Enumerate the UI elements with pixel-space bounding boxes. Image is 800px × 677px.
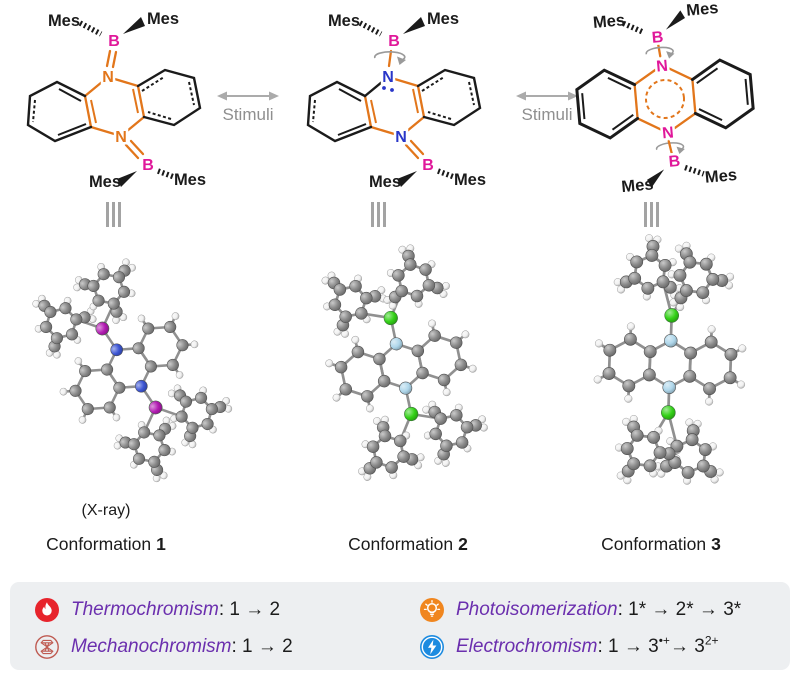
diamond-hourglass-icon [34,634,60,660]
conformation-1-label: Conformation 1 [46,534,166,554]
skeletal-structure-1: Mes Mes B N N B Mes Mes [26,10,206,191]
mes-label: Mes [621,175,655,196]
nitrogen-label: N [395,129,407,146]
skeletal-structure-3: Mes Mes B N N B Mes Mes [575,4,755,196]
rotation-arrow-icon [655,142,685,155]
mes-label: Mes [147,10,179,28]
legend-sequence: : 1 → 3•+→ 32+ [597,633,719,657]
nitrogen-label: N [662,124,675,142]
legend-entry-thermochromism: Thermochromism: 1 → 2 [34,593,419,626]
rotation-arrow-icon [373,51,406,65]
conformation-1-3d-structure [16,238,242,498]
legend-panel: Thermochromism: 1 → 2 Photoisomerization… [10,582,790,670]
lightning-icon [419,634,445,660]
mes-label: Mes [48,12,80,30]
boron-label: B [108,33,120,50]
mes-label: Mes [328,12,360,30]
boron-label: B [651,29,664,47]
legend-name: Photoisomerization [456,598,618,620]
nitrogen-label: N [102,69,114,86]
legend-name: Electrochromism [456,635,598,657]
legend-sequence: : 1 → 2 [231,635,293,657]
stimuli-arrow-right: Stimuli [512,86,582,125]
lone-pair-dot [382,86,386,90]
conformation-3-label: Conformation 3 [601,534,721,554]
mes-label: Mes [174,171,206,189]
xray-note: (X-ray) [81,502,131,519]
legend-name: Mechanochromism [71,635,232,657]
legend-entry-mechanochromism: Mechanochromism: 1 → 2 [34,630,419,663]
stimuli-arrow-left: Stimuli [213,86,283,125]
stimuli-label: Stimuli [222,105,274,124]
boron-label: B [142,157,154,174]
equivalence-symbol [371,202,386,227]
legend-sequence: : 1 → 2 [218,598,281,620]
mes-label: Mes [704,166,738,187]
lightbulb-icon [419,597,445,623]
nitrogen-label: N [115,129,127,146]
boron-label: B [668,153,681,171]
nitrogen-label: N [656,58,669,76]
boron-label: B [422,157,434,174]
legend-sequence: : 1* → 2* → 3* [617,598,742,620]
mes-label: Mes [592,11,626,32]
nitrogen-label: N [382,69,394,86]
legend-entry-photoisomerization: Photoisomerization: 1* → 2* → 3* [419,593,790,626]
mes-label: Mes [89,173,121,191]
double-arrow-icon [516,91,578,101]
boron-label: B [388,33,400,50]
lone-pair-dot [390,88,394,92]
mes-label: Mes [369,173,401,191]
conformation-2-3d-structure [286,232,516,500]
conformation-2-label: Conformation 2 [348,534,468,554]
legend-name: Thermochromism [71,598,219,620]
rotation-arrow-icon [645,46,675,59]
mes-label: Mes [686,4,720,20]
equivalence-symbol [644,202,659,227]
stimuli-label: Stimuli [521,105,573,124]
skeletal-structure-2: Mes Mes B N N B Mes Mes [306,10,486,191]
mes-label: Mes [454,171,486,189]
conformation-3-3d-structure [554,226,786,502]
double-arrow-icon [217,91,279,101]
legend-entry-electrochromism: Electrochromism: 1 → 3•+→ 32+ [419,630,790,663]
mes-label: Mes [427,10,459,28]
equivalence-symbol [106,202,121,227]
flame-icon [34,597,60,623]
